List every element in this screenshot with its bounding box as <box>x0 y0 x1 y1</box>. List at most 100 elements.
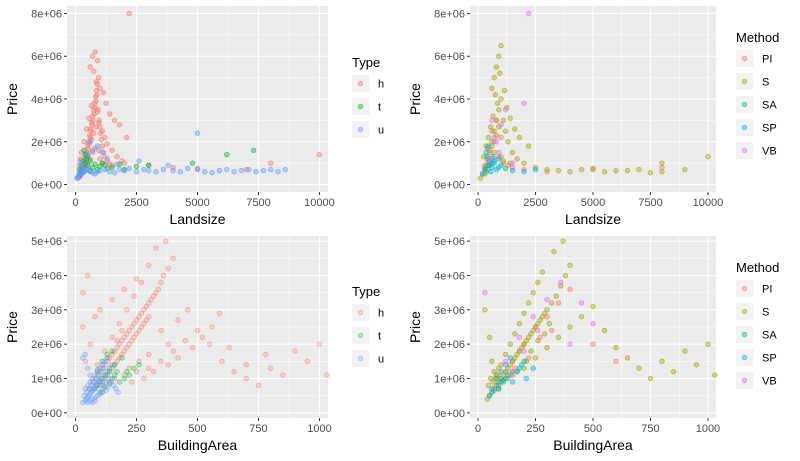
y-tick-label: 0e+00 <box>31 180 62 192</box>
x-tick-label: 7500 <box>638 197 662 209</box>
x-tick-label: 750 <box>641 423 659 435</box>
data-point <box>146 162 152 168</box>
data-point <box>224 166 230 173</box>
data-point <box>146 262 152 268</box>
data-point <box>199 334 206 341</box>
data-point <box>525 10 532 17</box>
x-tick-label: 10000 <box>304 197 335 209</box>
data-point <box>486 392 493 399</box>
data-point <box>498 96 504 102</box>
data-point <box>280 372 286 378</box>
data-point <box>185 307 191 313</box>
y-axis-title: Price <box>407 83 423 115</box>
legend-key <box>352 350 369 367</box>
data-point <box>206 341 213 347</box>
data-point <box>189 160 196 166</box>
legend-key <box>352 327 369 344</box>
x-axis-title: Landsize <box>565 211 621 227</box>
data-point <box>535 338 541 344</box>
data-point <box>578 166 585 173</box>
data-point <box>304 358 310 365</box>
data-point <box>491 128 497 134</box>
y-axis-title: Price <box>4 83 20 115</box>
x-tick-label: 0 <box>72 423 78 435</box>
data-point <box>99 128 106 134</box>
data-point <box>158 279 164 286</box>
data-point <box>153 168 159 175</box>
data-point <box>103 100 109 106</box>
data-point <box>502 106 509 113</box>
data-point <box>165 162 171 168</box>
legend-key <box>736 73 753 90</box>
legend-label: u <box>378 354 384 366</box>
data-point <box>121 286 128 292</box>
legend-title: Method <box>736 260 779 275</box>
data-point <box>482 307 488 313</box>
x-tick-label: 250 <box>127 423 145 435</box>
series-u <box>74 130 289 181</box>
y-tick-label: 1e+06 <box>31 374 62 386</box>
data-point <box>153 245 159 251</box>
data-point <box>146 365 152 371</box>
data-point <box>521 100 527 106</box>
data-point <box>109 362 115 368</box>
data-point <box>505 139 511 145</box>
legend-swatch <box>357 355 364 362</box>
data-point <box>99 149 106 156</box>
data-point <box>509 379 516 385</box>
data-point <box>267 166 274 173</box>
data-point <box>136 362 142 368</box>
data-point <box>590 165 596 172</box>
data-point <box>133 168 140 175</box>
data-point <box>194 327 201 334</box>
data-point <box>175 355 181 361</box>
data-point <box>498 134 504 141</box>
legend-key <box>736 142 753 159</box>
data-point <box>292 348 298 354</box>
data-point <box>509 160 516 166</box>
y-tick-label: 4e+06 <box>31 94 62 106</box>
data-point <box>509 149 516 156</box>
data-point <box>104 141 110 147</box>
data-point <box>119 355 125 361</box>
data-point <box>282 166 289 173</box>
data-point <box>93 79 99 85</box>
data-point <box>102 379 108 385</box>
data-point <box>94 109 101 115</box>
data-point <box>491 149 497 156</box>
data-point <box>136 158 142 164</box>
data-point <box>489 358 495 365</box>
data-point <box>624 167 631 174</box>
data-point <box>486 334 493 341</box>
y-tick-label: 0e+00 <box>434 408 465 420</box>
data-point <box>647 375 654 382</box>
x-tick-label: 500 <box>188 423 206 435</box>
data-point <box>97 167 103 174</box>
legend-key <box>736 349 753 366</box>
data-point <box>114 154 120 160</box>
legend-label: PI <box>762 284 772 296</box>
data-point <box>523 375 530 382</box>
data-point <box>497 70 503 77</box>
data-point <box>93 98 99 104</box>
data-point <box>636 365 642 371</box>
data-point <box>85 151 91 158</box>
data-point <box>544 166 550 173</box>
data-point <box>175 317 181 323</box>
y-tick-label: 2e+06 <box>31 339 62 351</box>
data-point <box>486 156 493 162</box>
x-tick-label: 5000 <box>581 197 605 209</box>
data-point <box>519 362 525 368</box>
data-point <box>126 165 132 172</box>
data-point <box>521 160 527 166</box>
data-point <box>512 126 518 132</box>
data-point <box>498 162 504 168</box>
x-tick-label: 250 <box>526 423 544 435</box>
data-point <box>97 156 103 162</box>
data-point <box>92 313 98 320</box>
data-point <box>567 341 573 347</box>
data-point <box>539 269 546 275</box>
data-point <box>509 167 516 174</box>
data-point <box>89 53 96 59</box>
legend-label: SP <box>762 353 777 365</box>
